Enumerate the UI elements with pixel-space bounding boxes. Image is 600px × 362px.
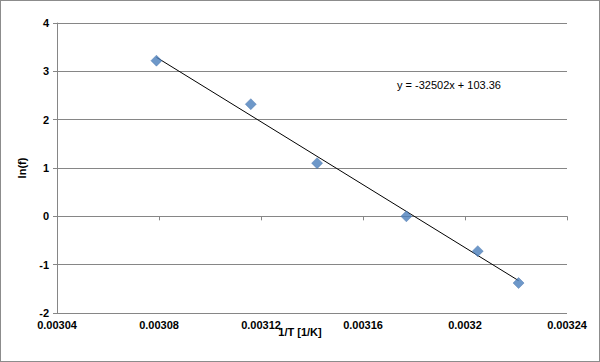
svg-text:2: 2 <box>43 114 49 126</box>
svg-text:-2: -2 <box>39 307 49 319</box>
svg-text:0.00308: 0.00308 <box>139 319 179 331</box>
svg-text:3: 3 <box>43 65 49 77</box>
svg-text:0: 0 <box>43 210 49 222</box>
svg-text:0.00316: 0.00316 <box>343 319 383 331</box>
svg-text:4: 4 <box>43 17 50 29</box>
svg-text:0.0032: 0.0032 <box>448 319 482 331</box>
svg-text:y = -32502x + 103.36: y = -32502x + 103.36 <box>397 79 501 91</box>
svg-text:0.00312: 0.00312 <box>241 319 281 331</box>
svg-text:1/T [1/K]: 1/T [1/K] <box>278 326 322 338</box>
svg-text:0.00304: 0.00304 <box>37 319 78 331</box>
svg-text:1: 1 <box>43 162 49 174</box>
svg-text:ln(f): ln(f) <box>16 157 28 178</box>
svg-text:0.00324: 0.00324 <box>547 319 588 331</box>
svg-text:-1: -1 <box>39 259 49 271</box>
